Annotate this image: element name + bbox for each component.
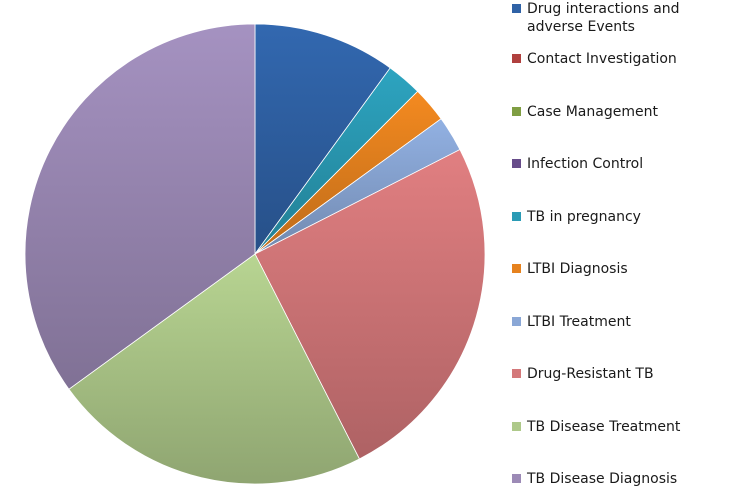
legend-swatch xyxy=(512,316,521,326)
legend-swatch xyxy=(512,54,521,63)
legend-label: TB in pregnancy xyxy=(527,208,641,225)
pie-slice-drug-interactions-and-adverse-events xyxy=(254,23,391,256)
legend-label: Drug-Resistant TB xyxy=(527,366,654,382)
pie-slice-tb-disease-treatment xyxy=(68,253,360,485)
legend-item: Infection Control xyxy=(512,155,738,173)
legend-label: LTBI Treatment xyxy=(527,313,631,330)
legend-swatch xyxy=(512,369,521,378)
legend-swatch xyxy=(512,4,521,13)
legend-swatch xyxy=(512,159,521,168)
legend-swatch xyxy=(512,211,521,221)
legend-label: Infection Control xyxy=(527,156,644,172)
pie-chart xyxy=(24,23,486,485)
pie-slice-tb-disease-diagnosis xyxy=(24,23,256,390)
legend-item: TB in pregnancy xyxy=(512,208,738,226)
legend-item: TB Disease Treatment xyxy=(512,418,738,436)
legend: Drug interactions and adverse Events Cont… xyxy=(512,0,738,504)
legend-item: LTBI Treatment xyxy=(512,313,738,331)
pie-slices xyxy=(24,23,486,485)
legend-item: Drug interactions and adverse Events xyxy=(512,0,738,36)
legend-swatch xyxy=(512,106,521,116)
legend-label: LTBI Diagnosis xyxy=(527,261,628,277)
legend-swatch xyxy=(512,474,521,483)
pie-slice-drug-resistant-tb xyxy=(254,149,486,460)
legend-label: TB Disease Treatment xyxy=(527,418,681,435)
legend-swatch xyxy=(512,264,521,273)
legend-item: TB Disease Diagnosis xyxy=(512,470,738,488)
legend-item: Drug-Resistant TB xyxy=(512,365,738,383)
legend-label: TB Disease Diagnosis xyxy=(527,471,678,487)
legend-label: Case Management xyxy=(527,103,658,120)
legend-item: LTBI Diagnosis xyxy=(512,260,738,278)
legend-label: Contact Investigation xyxy=(527,51,677,67)
legend-item: Contact Investigation xyxy=(512,50,738,68)
legend-label: Drug interactions and adverse Events xyxy=(527,1,680,35)
legend-item: Case Management xyxy=(512,103,738,121)
legend-swatch xyxy=(512,421,521,431)
